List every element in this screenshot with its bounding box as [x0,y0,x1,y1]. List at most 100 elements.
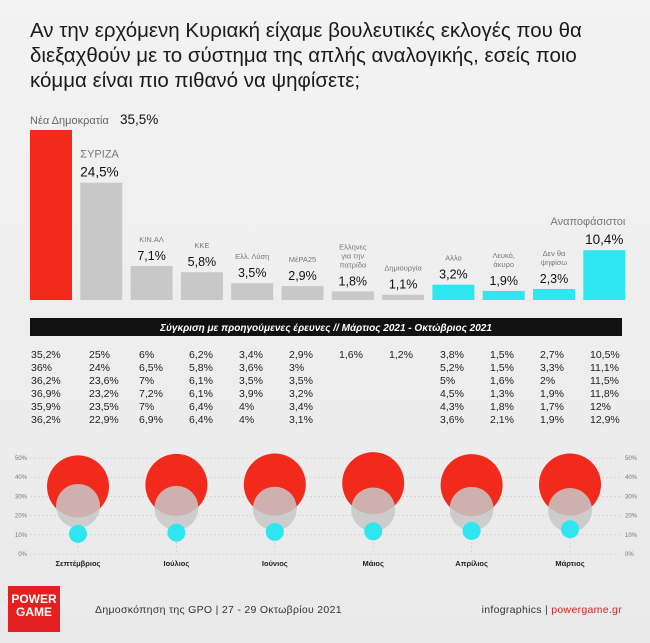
logo-line1: POWER [11,592,57,606]
bar-2 [130,266,173,300]
x-category-5: Μάρτιος [555,559,584,568]
bubble-1-1 [154,485,199,530]
footer-credit: infographics | powergame.gr [482,604,622,616]
table-cell-3-5: 3,2% [289,388,313,400]
table-cell-2-2: 7% [139,375,154,387]
y-tick-right-3: 20% [625,514,638,520]
bar-value-3: 5,8% [188,255,217,269]
table-cell-0-6: 1,6% [339,349,363,361]
bar-label-10-0: Δεν θα [543,249,566,258]
footer-credit-prefix: infographics | [481,604,552,616]
table-cell-5-10: 1,9% [540,414,564,426]
table-cell-0-1: 25% [89,349,110,361]
table-cell-1-10: 3,3% [540,362,564,374]
table-cell-2-10: 2% [540,375,555,387]
table-cell-0-5: 2,9% [289,349,313,361]
powergame-logo: POWER GAME [8,586,60,632]
bar-5 [281,286,324,300]
table-cell-3-1: 23,2% [89,388,119,400]
table-cell-0-4: 3,4% [239,349,263,361]
y-tick-left-4: 10% [15,533,28,539]
y-tick-right-1: 40% [625,475,638,481]
table-cell-4-5: 3,4% [289,401,313,413]
table-cell-3-9: 1,3% [490,388,514,400]
x-category-2: Ιούνιος [262,559,288,568]
bar-label-6-1: για την [341,251,364,260]
table-cell-1-11: 11,1% [590,362,619,374]
table-cell-5-8: 3,6% [440,414,464,426]
table-cell-0-7: 1,2% [389,349,413,361]
table-cell-1-3: 5,8% [189,362,213,374]
table-cell-2-3: 6,1% [189,375,213,387]
bubble-1-2 [167,523,186,542]
table-cell-5-4: 4% [239,414,254,426]
table-cell-4-2: 7% [139,401,154,413]
y-tick-left-1: 40% [15,475,28,481]
bar-label-9-0: Λευκό, [493,251,515,260]
table-cell-2-5: 3,5% [289,375,313,387]
bar-label-5-0: ΜέΡΑ25 [289,255,316,264]
table-cell-0-9: 1,5% [490,349,514,361]
y-tick-left-2: 30% [15,494,28,500]
table-cell-4-9: 1,8% [490,401,514,413]
bar-value-2: 7,1% [137,249,166,263]
table-cell-5-11: 12,9% [590,414,620,426]
bar-label-7-0: Δημιουργία [384,264,422,273]
y-tick-left-0: 50% [15,456,28,462]
bar-label-8-0: Αλλο [445,254,462,263]
bar-value-9: 1,9% [489,274,518,288]
bar-label-6-2: πατρίδα [339,260,366,269]
bar-label-10-1: ψηφίσω [541,258,568,267]
bar-4 [231,283,274,300]
bubble-3-1 [351,487,396,532]
bar-0 [30,130,72,300]
bar-value-5: 2,9% [288,269,317,283]
table-cell-4-8: 4,3% [440,401,464,413]
table-cell-5-9: 2,1% [490,414,514,426]
bubble-4-1 [449,486,494,531]
bubble-3-2 [364,522,383,541]
bubble-2-2 [265,522,284,541]
table-cell-4-4: 4% [239,401,254,413]
bar-9 [482,290,525,300]
table-cell-0-8: 3,8% [440,349,464,361]
question-title: Αν την ερχόμενη Κυριακή είχαμε βουλευτικ… [30,19,582,92]
bubble-0-1 [56,484,100,528]
footer-credit-brand[interactable]: powergame.gr [551,604,622,616]
logo-line2: GAME [16,605,52,619]
table-cell-4-1: 23,5% [89,401,119,413]
table-cell-4-11: 12% [590,401,611,413]
table-cell-2-9: 1,6% [490,375,514,387]
bar-8 [432,284,475,300]
bar-value-10: 2,3% [540,272,569,286]
table-cell-1-2: 6,5% [139,362,163,374]
table-cell-3-4: 3,9% [239,388,263,400]
bar-10 [533,288,575,300]
bubble-2-1 [252,486,297,531]
bar-value-11: 10,4% [585,232,623,247]
bar-label-3-0: ΚΚΕ [194,241,209,250]
bar-label-1: ΣΥΡΙΖΑ [80,149,119,161]
bar-3 [180,272,223,300]
y-tick-left-3: 20% [15,514,28,520]
table-cell-3-8: 4,5% [440,388,464,400]
bar-value-8: 3,2% [439,268,468,282]
comparison-banner [30,318,622,336]
x-category-0: Σεπτέμβριος [56,559,101,568]
bar-label-9-1: άκυρο [493,260,514,269]
table-cell-1-5: 3% [289,362,304,374]
table-cell-3-0: 36,9% [31,388,61,400]
bubble-4-2 [462,521,481,540]
table-cell-1-4: 3,6% [239,362,263,374]
bar-label-2-0: ΚΙΝ.ΑΛ [139,235,164,244]
table-cell-2-1: 23,6% [89,375,119,387]
y-tick-right-4: 10% [625,533,638,539]
table-cell-2-4: 3,5% [239,375,263,387]
footer-source: Δημοσκόπηση της GPO | 27 - 29 Οκτωβρίου … [95,604,342,616]
table-cell-5-3: 6,4% [189,414,213,426]
table-cell-5-5: 3,1% [289,414,313,426]
y-tick-right-0: 50% [625,456,638,462]
bar-label-4-0: Ελλ. Λύση [235,252,269,261]
bar-7 [382,294,425,300]
